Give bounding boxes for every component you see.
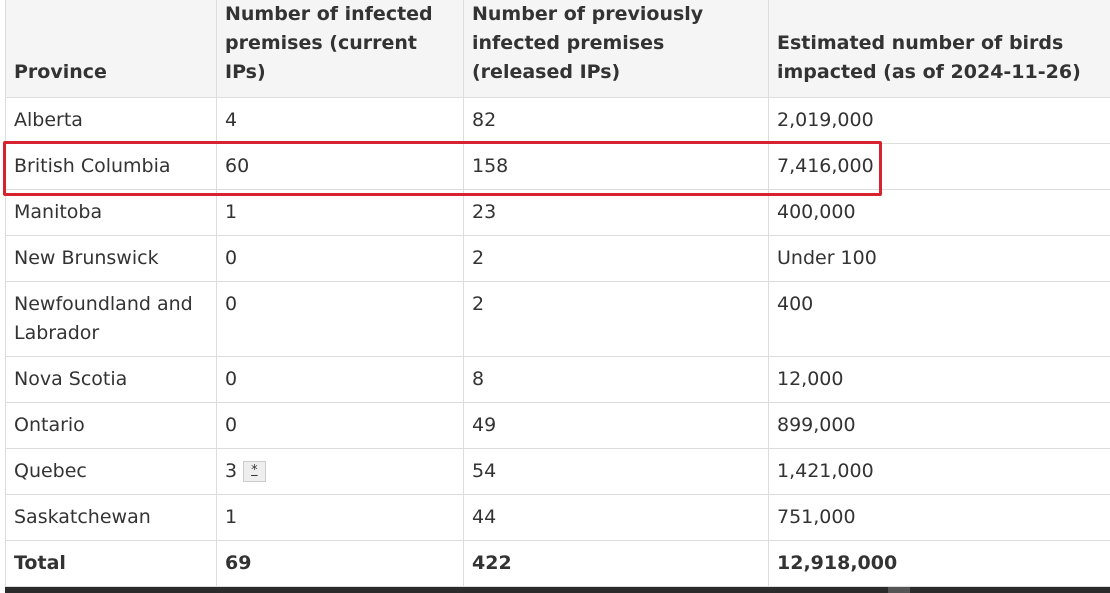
- cell-province: Quebec: [5, 448, 217, 495]
- cell-current: 0: [216, 281, 464, 357]
- footnote-link[interactable]: *: [243, 461, 266, 482]
- total-current: 69: [216, 540, 464, 587]
- cell-birds: 400: [768, 281, 1110, 357]
- table-row: British Columbia 60 158 7,416,000: [5, 143, 1110, 190]
- cell-current: 0: [216, 356, 464, 403]
- cell-birds: 751,000: [768, 494, 1110, 541]
- cell-released: 2: [463, 281, 769, 357]
- cell-released: 8: [463, 356, 769, 403]
- total-label: Total: [5, 540, 217, 587]
- cell-released: 23: [463, 189, 769, 236]
- total-row: Total 69 422 12,918,000: [5, 540, 1110, 587]
- cell-province: Newfoundland and Labrador: [5, 281, 217, 357]
- cell-current: 1: [216, 494, 464, 541]
- header-current-ips: Number of infected premises (current IPs…: [216, 0, 464, 98]
- cell-birds: 7,416,000: [768, 143, 1110, 190]
- cell-province: Alberta: [5, 97, 217, 144]
- cell-birds: Under 100: [768, 235, 1110, 282]
- table-row: Newfoundland and Labrador 0 2 400: [5, 281, 1110, 357]
- table-row: Manitoba 1 23 400,000: [5, 189, 1110, 236]
- avian-influenza-table: Province Number of infected premises (cu…: [5, 0, 1110, 587]
- cell-birds: 899,000: [768, 402, 1110, 449]
- cell-current: 60: [216, 143, 464, 190]
- cell-birds: 400,000: [768, 189, 1110, 236]
- cell-birds: 2,019,000: [768, 97, 1110, 144]
- cell-province: Ontario: [5, 402, 217, 449]
- table-row: Ontario 0 49 899,000: [5, 402, 1110, 449]
- cell-released: 49: [463, 402, 769, 449]
- horizontal-scrollbar[interactable]: [5, 587, 1110, 593]
- cell-current: 4: [216, 97, 464, 144]
- cell-province: British Columbia: [5, 143, 217, 190]
- table-row: New Brunswick 0 2 Under 100: [5, 235, 1110, 282]
- cell-released: 44: [463, 494, 769, 541]
- header-released-ips: Number of previously infected premises (…: [463, 0, 769, 98]
- table-row: Quebec 3 * 54 1,421,000: [5, 448, 1110, 495]
- header-row: Province Number of infected premises (cu…: [5, 0, 1110, 98]
- cell-current: 0: [216, 235, 464, 282]
- cell-current: 1: [216, 189, 464, 236]
- cell-birds: 1,421,000: [768, 448, 1110, 495]
- cell-released: 82: [463, 97, 769, 144]
- header-province: Province: [5, 0, 217, 98]
- header-birds-impacted: Estimated number of birds impacted (as o…: [768, 0, 1110, 98]
- cell-current: 3 *: [216, 448, 464, 495]
- cell-province: Manitoba: [5, 189, 217, 236]
- cell-province: Nova Scotia: [5, 356, 217, 403]
- table-row: Nova Scotia 0 8 12,000: [5, 356, 1110, 403]
- cell-current-value: 3: [225, 460, 238, 482]
- scrollbar-thumb[interactable]: [888, 587, 910, 593]
- cell-province: Saskatchewan: [5, 494, 217, 541]
- cell-released: 2: [463, 235, 769, 282]
- cell-province: New Brunswick: [5, 235, 217, 282]
- cell-released: 158: [463, 143, 769, 190]
- table-row: Saskatchewan 1 44 751,000: [5, 494, 1110, 541]
- cell-birds: 12,000: [768, 356, 1110, 403]
- total-released: 422: [463, 540, 769, 587]
- total-birds: 12,918,000: [768, 540, 1110, 587]
- cell-current: 0: [216, 402, 464, 449]
- cell-released: 54: [463, 448, 769, 495]
- table-row: Alberta 4 82 2,019,000: [5, 97, 1110, 144]
